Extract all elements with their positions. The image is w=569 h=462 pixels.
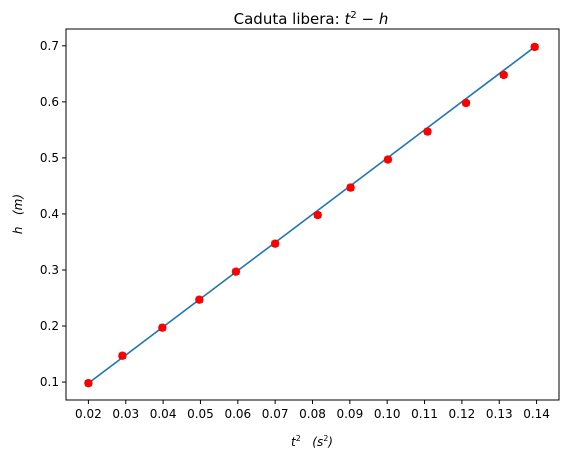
data-point [313, 210, 322, 220]
data-point [158, 323, 167, 332]
data-point [118, 351, 127, 360]
x-tick-label: 0.10 [374, 407, 401, 421]
x-tick-label: 0.03 [112, 407, 139, 421]
y-tick-label: 0.1 [40, 375, 59, 389]
y-tick-label: 0.4 [40, 207, 59, 221]
y-tick-label: 0.7 [40, 39, 59, 53]
x-tick-label: 0.12 [449, 407, 476, 421]
data-point [530, 42, 539, 52]
x-tick-label: 0.05 [187, 407, 214, 421]
y-axis-label: h (m) [11, 194, 25, 234]
y-tick-label: 0.6 [40, 95, 59, 109]
plot-area [84, 42, 539, 388]
y-tick-label: 0.5 [40, 151, 59, 165]
x-axis: 0.02 0.03 0.04 0.05 0.06 0.07 0.08 0.09 0.10 0.11… [75, 400, 550, 421]
x-tick-label: 0.04 [150, 407, 177, 421]
x-tick-label: 0.06 [224, 407, 251, 421]
data-point [231, 267, 241, 276]
y-tick-label: 0.2 [40, 319, 59, 333]
x-tick-label: 0.13 [486, 407, 513, 421]
x-axis-label: t2 (s2) [291, 434, 333, 449]
data-point [423, 127, 432, 136]
x-tick-label: 0.08 [299, 407, 326, 421]
x-tick-label: 0.07 [262, 407, 289, 421]
x-tick-label: 0.09 [336, 407, 363, 421]
x-tick-label: 0.02 [75, 407, 102, 421]
chart-title: Caduta libera: t2 − h [234, 10, 389, 28]
data-point [195, 295, 204, 304]
data-point [461, 98, 471, 108]
data-point [270, 239, 280, 248]
data-point [383, 155, 393, 164]
y-axis: 0.1 0.2 0.3 0.4 0.5 0.6 0.7 [40, 39, 66, 389]
x-tick-label: 0.14 [523, 407, 550, 421]
x-tick-label: 0.11 [411, 407, 438, 421]
data-point [346, 183, 355, 192]
data-point [84, 378, 93, 388]
data-point [499, 70, 508, 80]
y-tick-label: 0.3 [40, 263, 59, 277]
